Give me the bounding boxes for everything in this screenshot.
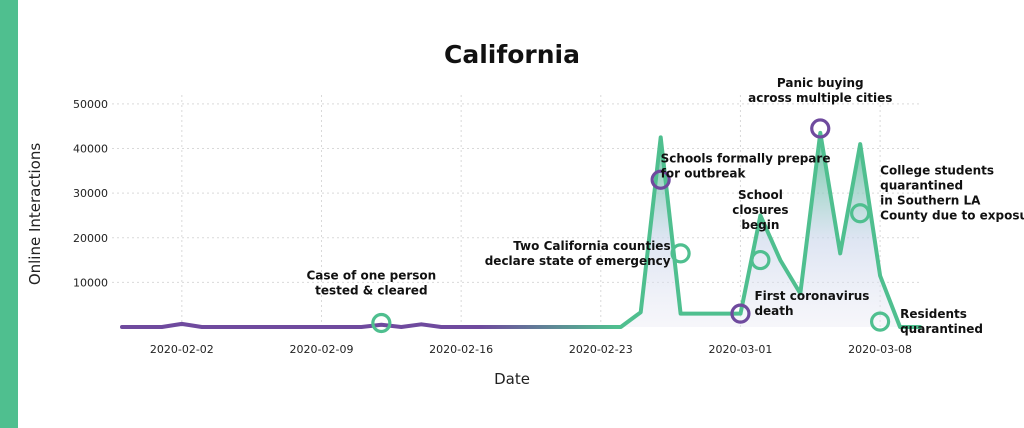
event-marker <box>371 312 392 334</box>
event-marker <box>869 311 891 332</box>
event-label: Schools formally prepare for outbreak <box>661 151 831 180</box>
event-label-line: for outbreak <box>661 166 747 180</box>
event-label-line: closures <box>732 203 788 217</box>
x-tick-label: 2020-02-09 <box>290 343 354 356</box>
event-label: College students quarantined in Southern L… <box>880 164 1024 223</box>
y-tick-label: 40000 <box>73 143 108 156</box>
event-label: School closures begin <box>732 188 788 232</box>
event-label-line: across multiple cities <box>748 91 892 105</box>
x-tick-label: 2020-03-01 <box>708 343 772 356</box>
event-marker <box>850 203 871 224</box>
y-tick-label: 50000 <box>73 98 108 111</box>
event-label: Residents quarantined <box>900 307 983 336</box>
event-label-line: in Southern LA <box>880 194 981 208</box>
event-label: Case of one person tested & cleared <box>307 268 437 297</box>
y-tick-label: 30000 <box>73 187 108 200</box>
event-marker <box>670 243 691 264</box>
y-tick-label: 20000 <box>73 232 108 245</box>
x-tick-label: 2020-02-23 <box>569 343 633 356</box>
event-marker <box>650 169 671 190</box>
event-label-line: Case of one person <box>307 268 437 282</box>
event-marker <box>810 118 831 139</box>
chart-title: California <box>444 40 580 69</box>
x-axis-label: Date <box>494 370 530 388</box>
event-label-line: Two California counties <box>513 239 670 253</box>
y-tick-label: 10000 <box>73 276 108 289</box>
event-label: Panic buying across multiple cities <box>748 76 892 105</box>
event-label-line: quarantined <box>900 322 983 336</box>
x-tick-label: 2020-03-08 <box>848 343 912 356</box>
event-label-line: quarantined <box>880 179 963 193</box>
event-label-line: death <box>754 304 793 318</box>
x-tick-label: 2020-02-16 <box>429 343 493 356</box>
event-label-line: begin <box>741 218 779 232</box>
event-label-line: School <box>738 188 783 202</box>
side-accent-bar <box>0 0 18 428</box>
event-label-line: College students <box>880 164 994 178</box>
event-marker <box>750 249 771 271</box>
x-tick-label: 2020-02-02 <box>150 343 214 356</box>
event-label-line: First coronavirus <box>754 289 869 303</box>
event-label-line: Residents <box>900 307 967 321</box>
event-label-line: Panic buying <box>777 76 864 90</box>
event-label: First coronavirus death <box>754 289 869 318</box>
event-label-line: declare state of emergency <box>485 254 671 268</box>
event-label-line: Schools formally prepare <box>661 151 831 165</box>
series-line <box>120 130 922 329</box>
event-label: Two California counties declare state of … <box>485 239 671 268</box>
area-fill <box>122 132 920 327</box>
event-marker <box>730 303 751 324</box>
event-label-line: County due to exposure <box>880 209 1024 223</box>
event-label-line: tested & cleared <box>315 283 427 297</box>
